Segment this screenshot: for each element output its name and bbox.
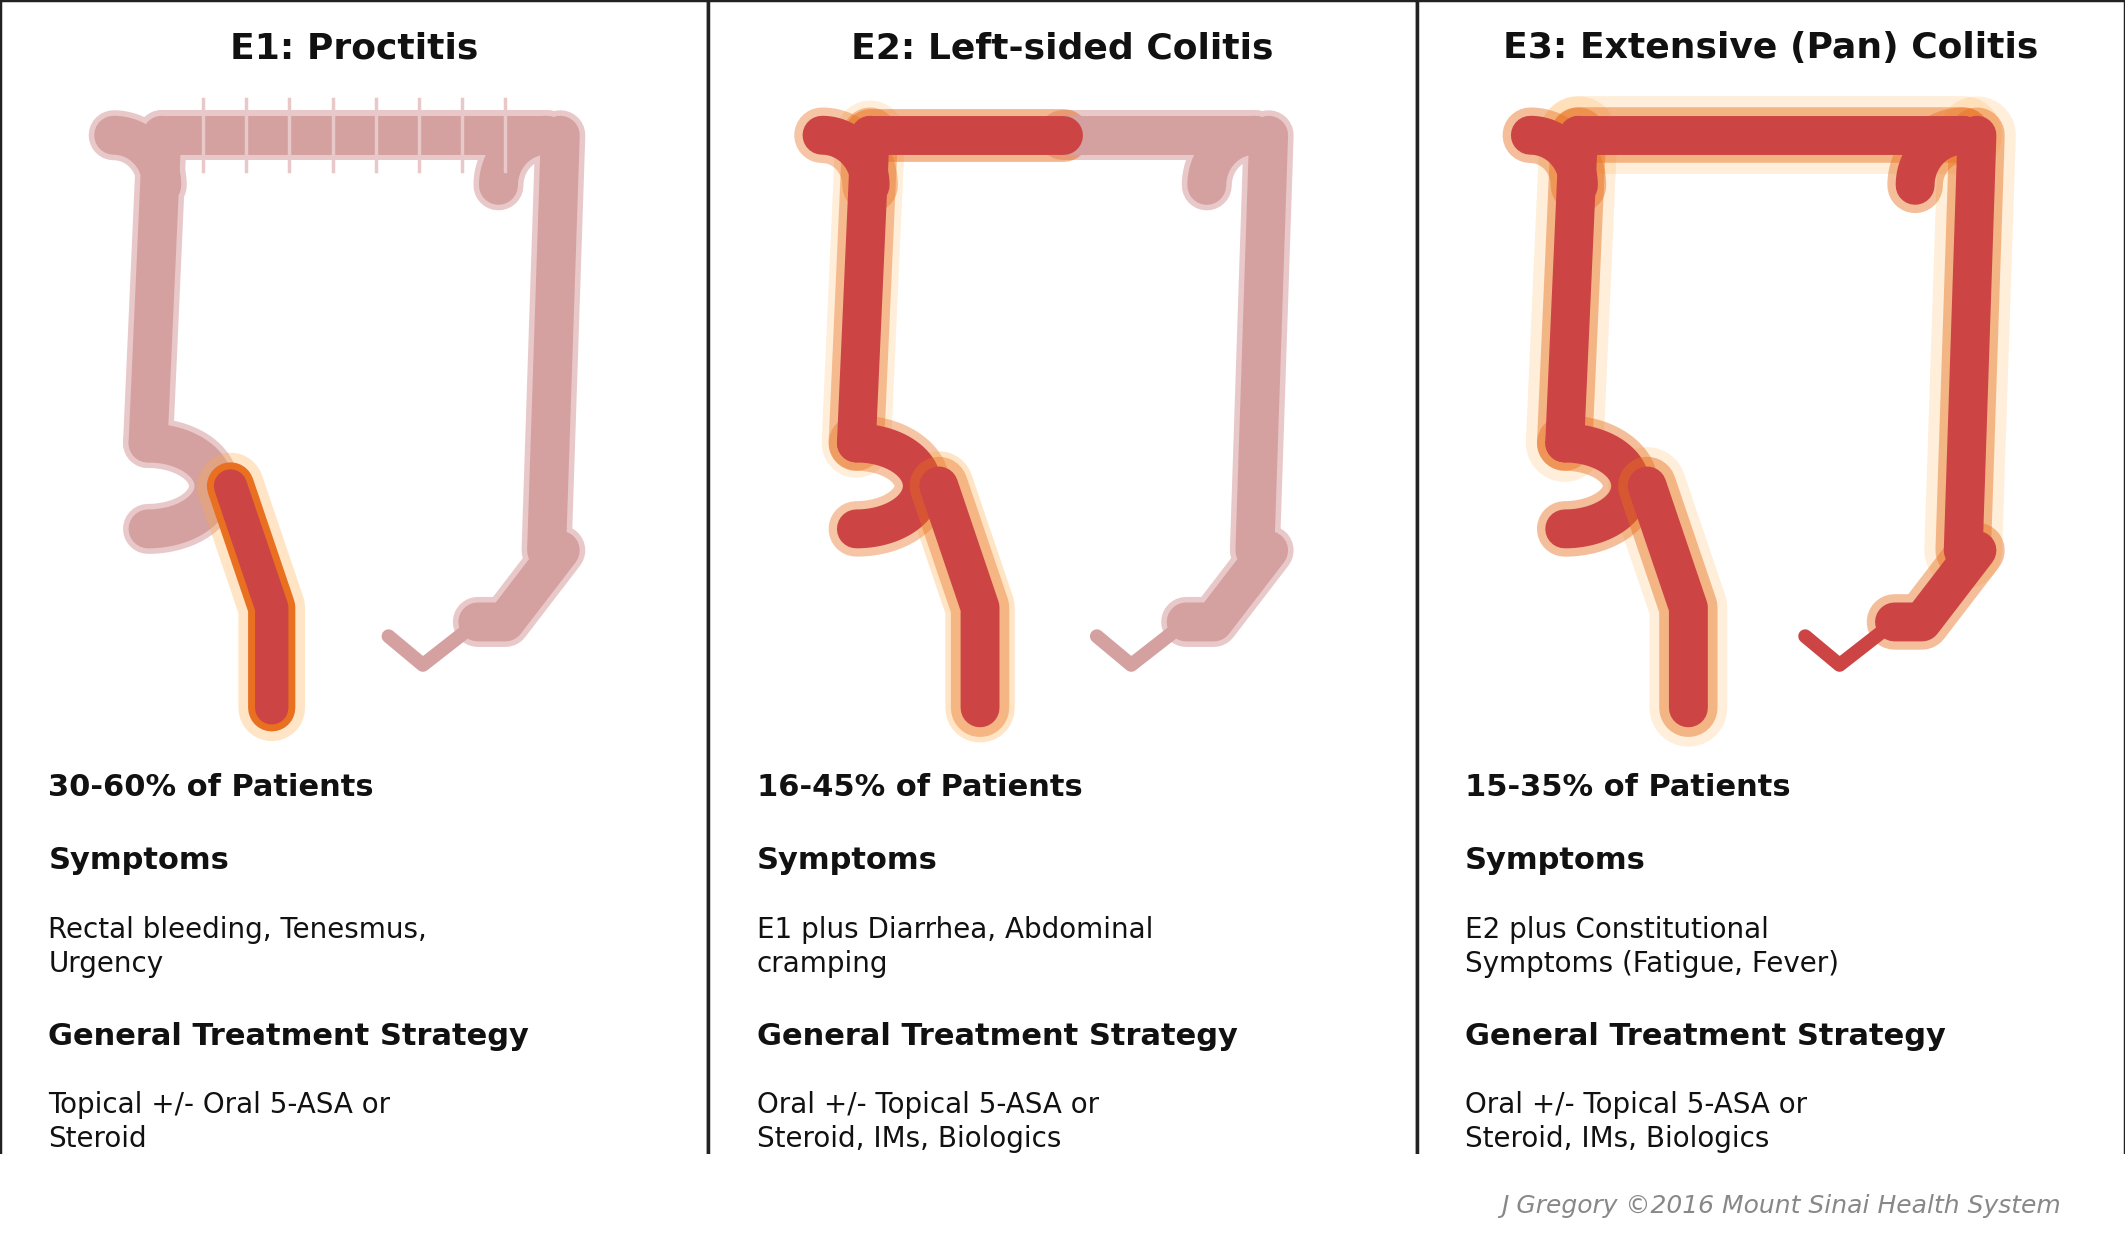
Text: E2 plus Constitutional
Symptoms (Fatigue, Fever): E2 plus Constitutional Symptoms (Fatigue… [1464, 916, 1838, 979]
Text: Rectal bleeding, Tenesmus,
Urgency: Rectal bleeding, Tenesmus, Urgency [49, 916, 427, 979]
Text: General Treatment Strategy: General Treatment Strategy [49, 1022, 529, 1050]
Text: 16-45% of Patients: 16-45% of Patients [756, 772, 1082, 802]
Text: Oral +/- Topical 5-ASA or
Steroid, IMs, Biologics: Oral +/- Topical 5-ASA or Steroid, IMs, … [756, 1091, 1099, 1154]
Text: J Gregory ©2016 Mount Sinai Health System: J Gregory ©2016 Mount Sinai Health Syste… [1502, 1195, 2061, 1218]
Text: E2: Left-sided Colitis: E2: Left-sided Colitis [852, 31, 1273, 65]
Text: E3: Extensive (Pan) Colitis: E3: Extensive (Pan) Colitis [1502, 31, 2038, 65]
Text: Symptoms: Symptoms [1464, 847, 1647, 875]
Text: Symptoms: Symptoms [49, 847, 229, 875]
Text: Oral +/- Topical 5-ASA or
Steroid, IMs, Biologics: Oral +/- Topical 5-ASA or Steroid, IMs, … [1464, 1091, 1806, 1154]
Text: 30-60% of Patients: 30-60% of Patients [49, 772, 374, 802]
Text: Symptoms: Symptoms [756, 847, 937, 875]
Text: General Treatment Strategy: General Treatment Strategy [756, 1022, 1237, 1050]
Text: E1 plus Diarrhea, Abdominal
cramping: E1 plus Diarrhea, Abdominal cramping [756, 916, 1154, 979]
Text: E1: Proctitis: E1: Proctitis [230, 31, 478, 65]
Text: General Treatment Strategy: General Treatment Strategy [1464, 1022, 1946, 1050]
Text: 15-35% of Patients: 15-35% of Patients [1464, 772, 1791, 802]
Text: Topical +/- Oral 5-ASA or
Steroid: Topical +/- Oral 5-ASA or Steroid [49, 1091, 391, 1154]
